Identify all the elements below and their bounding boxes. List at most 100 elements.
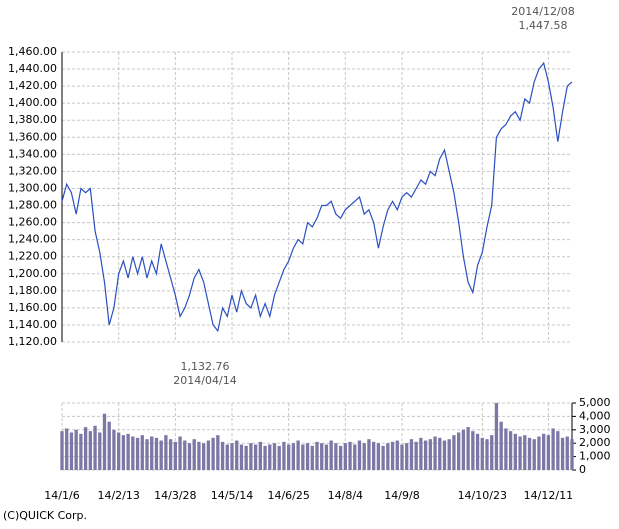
y-tick-label: 1,400.00 xyxy=(8,96,57,109)
y-tick-label: 1,200.00 xyxy=(8,267,57,280)
volume-bar xyxy=(405,443,409,470)
volume-bar xyxy=(560,437,565,470)
volume-bar xyxy=(452,435,456,470)
volume-bar xyxy=(395,440,399,470)
x-tick-label: 14/1/6 xyxy=(44,489,79,502)
volume-bar xyxy=(287,444,291,470)
volume-bar xyxy=(367,439,371,470)
y2-tick-label: 5,000 xyxy=(579,396,611,409)
y-tick-label: 1,360.00 xyxy=(8,130,57,143)
x-tick-label: 14/10/23 xyxy=(458,489,507,502)
volume-bar xyxy=(570,439,574,470)
volume-bar xyxy=(546,435,551,470)
volume-bar xyxy=(362,443,366,470)
volume-bar xyxy=(565,436,569,470)
volume-bar xyxy=(381,445,385,470)
y-tick-label: 1,120.00 xyxy=(8,335,57,348)
volume-bar xyxy=(490,435,494,470)
volume-bar xyxy=(329,440,333,470)
volume-bar xyxy=(83,427,88,470)
volume-bar xyxy=(65,428,69,470)
y-tick-label: 1,440.00 xyxy=(8,62,57,75)
volume-bar xyxy=(135,437,140,470)
volume-bar xyxy=(357,440,362,470)
volume-bar xyxy=(230,443,234,470)
y-tick-label: 1,380.00 xyxy=(8,113,57,126)
y-tick-label: 1,180.00 xyxy=(8,284,57,297)
volume-bar xyxy=(192,439,196,470)
volume-bar xyxy=(253,444,258,470)
volume-bar xyxy=(126,433,130,470)
volume-bar xyxy=(542,433,546,470)
volume-bar xyxy=(409,439,414,470)
volume-bar xyxy=(197,441,201,470)
volume-bar xyxy=(551,428,555,470)
volume-bar xyxy=(202,443,206,470)
y2-tick-label: 2,000 xyxy=(579,436,611,449)
volume-bar xyxy=(523,435,527,470)
volume-bar xyxy=(442,440,447,470)
volume-bar xyxy=(277,445,281,470)
x-tick-label: 14/12/11 xyxy=(524,489,573,502)
volume-bar xyxy=(471,431,475,470)
volume-bar xyxy=(168,439,173,470)
volume-bar xyxy=(225,444,229,470)
volume-bar xyxy=(447,439,451,470)
volume-bar xyxy=(140,435,144,470)
y-tick-label: 1,340.00 xyxy=(8,147,57,160)
volume-bar xyxy=(74,429,78,470)
volume-bar xyxy=(183,440,187,470)
volume-bar xyxy=(220,441,225,470)
y-tick-label: 1,260.00 xyxy=(8,216,57,229)
volume-bar xyxy=(343,443,347,470)
volume-bar xyxy=(117,432,121,470)
volume-bar xyxy=(216,435,220,470)
volume-bar xyxy=(112,429,116,470)
volume-bar xyxy=(268,444,272,470)
volume-bar xyxy=(428,439,432,470)
volume-bar xyxy=(508,431,513,470)
volume-bar xyxy=(206,440,211,470)
annotation: 1,132.76 xyxy=(181,360,230,373)
volume-bar xyxy=(499,421,503,470)
volume-bar xyxy=(433,436,437,470)
volume-bar xyxy=(475,433,480,470)
volume-bar xyxy=(263,445,267,470)
volume-bar xyxy=(315,441,319,470)
volume-bar xyxy=(282,441,286,470)
volume-bar xyxy=(272,443,277,470)
y-tick-label: 1,240.00 xyxy=(8,233,57,246)
volume-bar xyxy=(324,444,329,470)
volume-bar xyxy=(305,443,310,470)
volume-bar xyxy=(154,437,159,470)
volume-bar xyxy=(150,436,154,470)
y-tick-label: 1,300.00 xyxy=(8,181,57,194)
annotation: 1,447.58 xyxy=(519,19,568,32)
volume-bar xyxy=(461,429,466,470)
y-tick-label: 1,140.00 xyxy=(8,318,57,331)
volume-bar xyxy=(79,433,83,470)
y2-tick-label: 1,000 xyxy=(579,450,611,463)
y-tick-label: 1,220.00 xyxy=(8,250,57,263)
y-tick-label: 1,160.00 xyxy=(8,301,57,314)
volume-bar xyxy=(353,444,357,470)
volume-bar xyxy=(173,441,177,470)
copyright: (C)QUICK Corp. xyxy=(3,509,87,522)
volume-bar xyxy=(249,443,253,470)
volume-bar xyxy=(348,441,352,470)
volume-bar xyxy=(102,413,107,470)
volume-bar xyxy=(372,441,376,470)
volume-bar xyxy=(518,436,522,470)
volume-bar xyxy=(159,440,163,470)
volume-bar xyxy=(338,445,343,470)
volume-bar xyxy=(376,443,381,470)
volume-bar xyxy=(466,427,470,470)
volume-bar xyxy=(93,425,97,470)
annotation: 2014/12/08 xyxy=(511,5,574,18)
volume-bar xyxy=(390,441,395,470)
volume-bar xyxy=(60,431,64,470)
annotation: 2014/04/14 xyxy=(173,374,236,387)
volume-bar xyxy=(400,444,404,470)
y-tick-label: 1,320.00 xyxy=(8,164,57,177)
volume-bar xyxy=(504,428,508,470)
